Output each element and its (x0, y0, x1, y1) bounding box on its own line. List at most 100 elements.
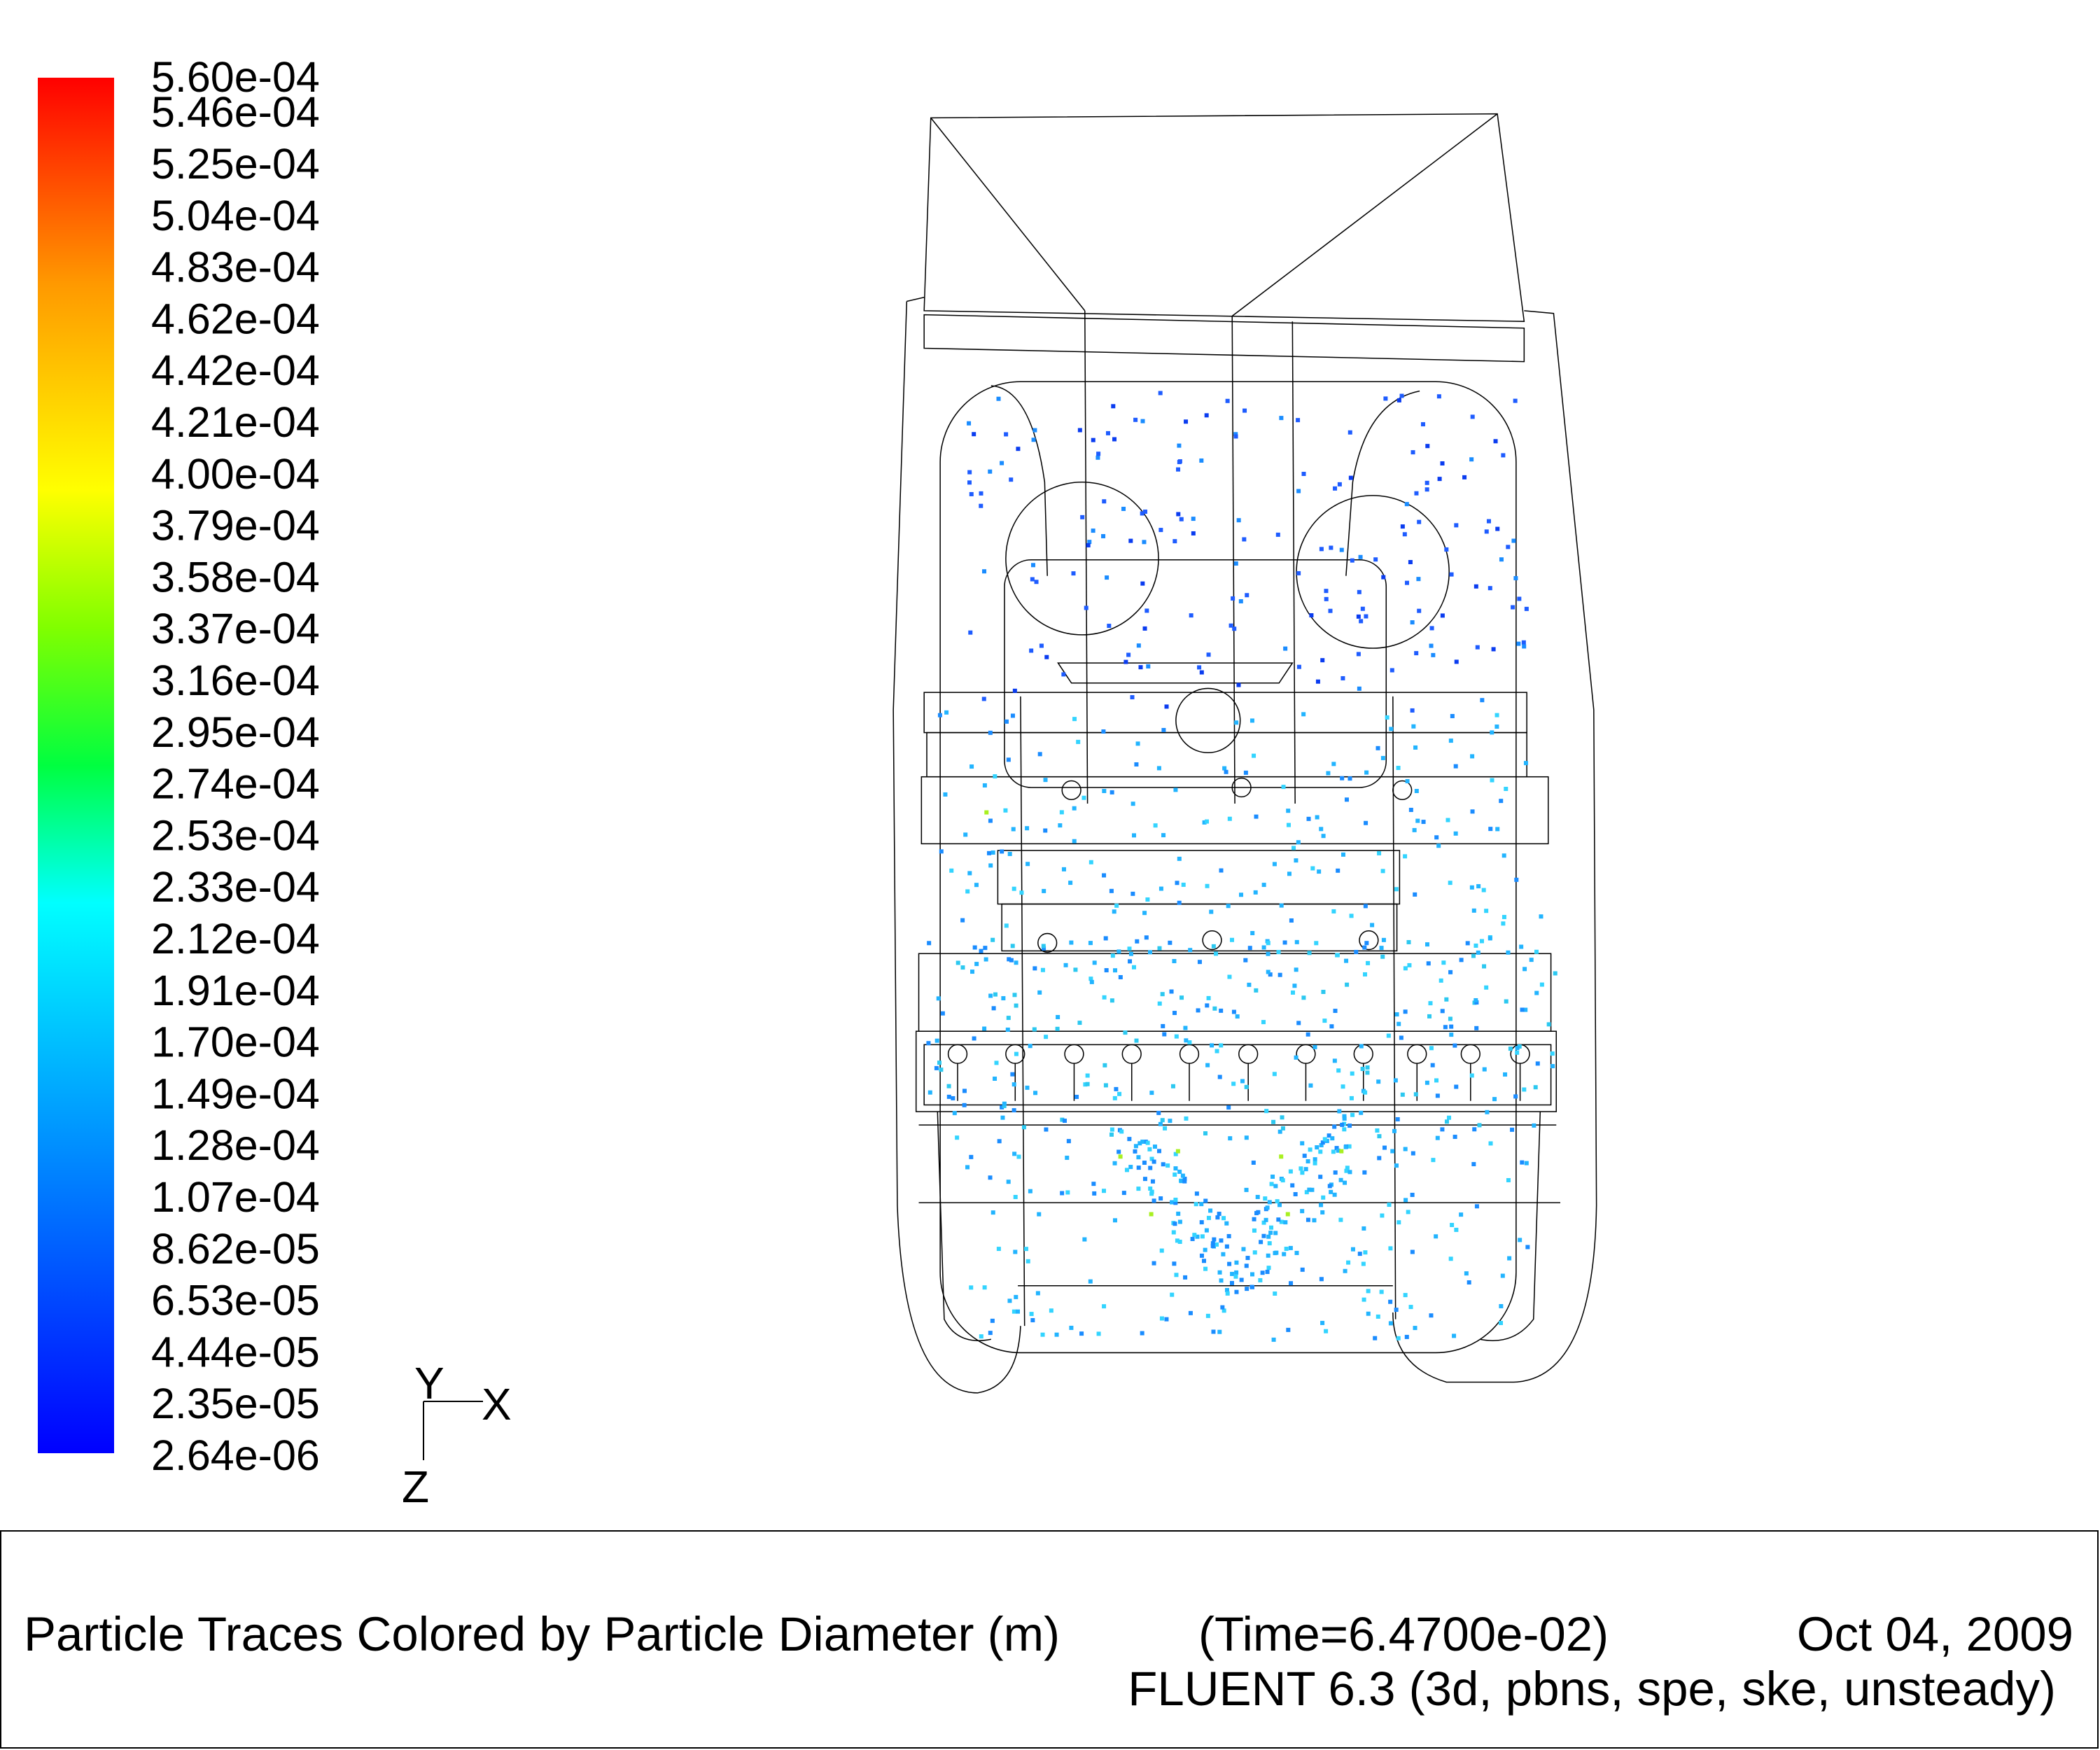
particle (1009, 477, 1014, 482)
particle (1396, 1336, 1401, 1340)
particle (1340, 852, 1345, 857)
particle (1268, 972, 1273, 977)
particle (1142, 1177, 1147, 1182)
particle (1348, 475, 1353, 480)
particle (1091, 1182, 1096, 1186)
particle (1334, 1146, 1339, 1151)
particle (1333, 1170, 1338, 1175)
particle (1332, 1058, 1337, 1063)
particle (979, 503, 983, 508)
particle (1016, 447, 1021, 451)
particle (1413, 1326, 1418, 1331)
particle (1033, 1091, 1038, 1096)
particle (1199, 1253, 1204, 1258)
particle (1136, 643, 1141, 648)
particle (1331, 1149, 1336, 1154)
particle (1102, 1304, 1107, 1309)
particle (1158, 886, 1163, 891)
particle (1511, 605, 1516, 610)
particle (1410, 620, 1415, 625)
particle (1425, 444, 1430, 449)
particle (1477, 1123, 1482, 1128)
particle (1388, 1321, 1393, 1326)
particle (1060, 1191, 1065, 1196)
colorbar-labels: 5.60e-045.46e-045.25e-045.04e-04 4.83e-04… (151, 53, 320, 1479)
particle (1390, 1149, 1395, 1154)
particle (1260, 1270, 1265, 1275)
particle (1219, 1278, 1224, 1283)
particle (1296, 664, 1301, 669)
particle (1330, 1136, 1335, 1141)
particle (1170, 1084, 1175, 1088)
particle (1131, 965, 1136, 969)
particle (1338, 1177, 1343, 1182)
particle (988, 1175, 993, 1180)
keyhole (1202, 930, 1222, 951)
particle (1116, 1149, 1121, 1154)
particle (1399, 393, 1404, 398)
particle (1211, 944, 1216, 948)
particle (1021, 1125, 1026, 1130)
particle (1340, 776, 1345, 780)
particle (1203, 1266, 1208, 1271)
particle (988, 818, 993, 823)
particle (1474, 943, 1478, 948)
particle (1169, 989, 1174, 994)
particle (1429, 626, 1434, 631)
particle (1328, 608, 1333, 613)
colorbar-label: 2.12e-04 (151, 915, 320, 962)
particle (1254, 988, 1259, 993)
particle (1085, 1073, 1090, 1078)
particle (1149, 1189, 1154, 1194)
particle (1332, 1124, 1337, 1129)
particle (1424, 1080, 1429, 1085)
particle (990, 1318, 995, 1323)
particle (1234, 1289, 1239, 1294)
particle (1224, 1244, 1229, 1249)
particle (1287, 872, 1292, 876)
particle (1044, 1035, 1049, 1040)
particle (1306, 816, 1311, 821)
particle (1276, 950, 1281, 955)
particle (1112, 1218, 1117, 1223)
particle (1403, 1009, 1408, 1014)
particle (1173, 1197, 1178, 1202)
keyhole (1179, 1044, 1200, 1064)
colorbar-label: 6.53e-05 (151, 1277, 320, 1324)
particle (982, 569, 987, 574)
particle (1032, 966, 1037, 971)
particle (1205, 1313, 1210, 1318)
particle (1474, 997, 1478, 1002)
particle (1191, 517, 1196, 522)
particle (1427, 1014, 1432, 1018)
particle (1265, 1269, 1270, 1274)
particle (1275, 532, 1280, 537)
particle (1266, 1234, 1271, 1239)
particle (1233, 1274, 1238, 1279)
particle (1077, 1021, 1082, 1026)
particle (1166, 1163, 1170, 1168)
particle (1399, 1035, 1404, 1040)
particle (1290, 990, 1295, 995)
particle (1404, 502, 1409, 507)
particle (946, 1094, 951, 1099)
particle (1403, 854, 1408, 859)
particle (1360, 606, 1365, 611)
particle (1370, 923, 1375, 927)
particle (1266, 951, 1270, 956)
particle (1484, 529, 1489, 534)
particle (1142, 626, 1147, 631)
particle (1274, 1250, 1279, 1255)
particle (1006, 757, 1011, 762)
particle (1181, 882, 1186, 887)
particle (1199, 1220, 1204, 1225)
particle (1294, 967, 1298, 972)
particle (1195, 1234, 1200, 1239)
particle (1003, 808, 1008, 813)
particle (1465, 941, 1470, 946)
particle (1519, 944, 1524, 949)
particle (1238, 598, 1243, 603)
particle (1069, 940, 1074, 945)
particle (1135, 741, 1140, 746)
particle (1157, 946, 1162, 951)
